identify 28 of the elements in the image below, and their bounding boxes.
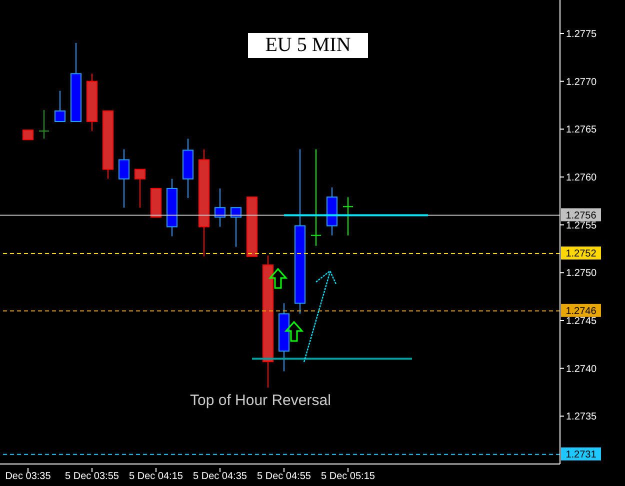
y-tick-label: 1.2760 [566,172,598,184]
candlestick [118,148,130,208]
x-tick-label: 5 Dec 04:35 [193,471,248,482]
x-tick-label: 5 Dec 04:15 [129,471,184,482]
y-tick-label: 1.2735 [566,412,598,423]
y-tick-label: 1.2740 [566,364,598,375]
y-tick-label: 1.2755 [566,220,598,232]
candlestick [342,196,354,236]
y-tick-label: 1.2765 [566,124,598,136]
ref-line-label: 1.2731 [566,449,597,460]
x-tick-label: 5 Dec 05:15 [321,471,376,482]
y-tick-label: 1.2770 [566,76,598,88]
annotation: Top of Hour Reversal [190,392,331,409]
candlestick [310,148,322,246]
x-tick-label: Dec 03:35 [5,471,52,482]
candlestick [38,110,50,140]
ref-line-label: 1.2756 [566,210,597,222]
ref-line-label: 1.2752 [566,248,597,260]
y-tick-label: 1.2750 [566,268,598,280]
text: EU 5 MIN [248,33,368,58]
x-tick-label: 5 Dec 04:55 [257,471,312,482]
candlestick [134,168,146,208]
y-tick-label: 1.2745 [566,316,598,328]
x-tick-label: 5 Dec 03:55 [65,471,120,482]
y-tick-label: 1.2775 [566,29,598,40]
ref-line-label: 1.2746 [566,306,597,317]
candlestick [54,90,66,122]
candlestick [22,130,34,140]
